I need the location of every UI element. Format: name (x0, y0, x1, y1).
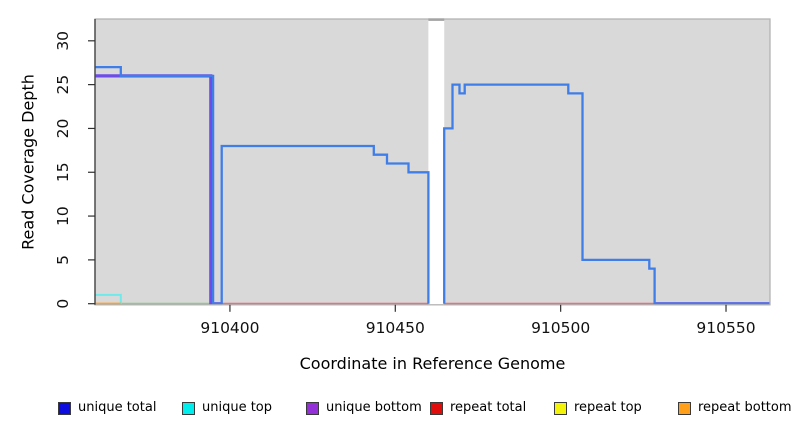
x-axis-title: Coordinate in Reference Genome (299, 354, 566, 373)
legend-item-repeat-total: repeat total (430, 399, 526, 417)
legend-label: unique total (78, 400, 157, 415)
coverage-plot-svg: 910400 910450 910500 910550 0 5 10 15 20 25 30 (54, 18, 771, 337)
plot-panel: 910400 910450 910500 910550 0 5 10 15 20 25 30 (54, 18, 771, 337)
legend-label: repeat bottom (698, 400, 792, 415)
legend-item-unique-bottom: unique bottom (306, 399, 422, 417)
legend-label: repeat total (450, 400, 527, 415)
legend-swatch-unique-total (58, 401, 71, 415)
no-data-band (428, 20, 445, 305)
y-tick-label: 15 (54, 162, 72, 182)
y-tick-label: 30 (54, 31, 72, 51)
legend-item-repeat-bottom: repeat bottom (678, 399, 792, 417)
legend-swatch-unique-top (182, 401, 195, 415)
legend-swatch-unique-bottom (306, 401, 319, 415)
legend-swatch-repeat-total (430, 401, 443, 415)
x-tick-label: 910450 (366, 319, 425, 337)
legend-label: unique top (202, 400, 273, 415)
x-tick-label: 910500 (531, 319, 590, 337)
x-tick-label: 910550 (696, 319, 755, 337)
series-line-unique-total (443, 83, 770, 305)
legend-swatch-repeat-top (554, 401, 567, 415)
legend-label: repeat top (574, 400, 642, 415)
legend-item-repeat-top: repeat top (554, 399, 642, 417)
legend-swatch-repeat-bottom (678, 401, 691, 415)
y-axis-title: Read Coverage Depth (18, 74, 38, 250)
y-tick-label: 0 (54, 299, 72, 309)
series-line-unique-top (95, 293, 122, 304)
y-tick-label: 25 (54, 75, 72, 95)
x-tick-label: 910400 (200, 319, 259, 337)
legend-item-unique-total: unique total (58, 399, 156, 417)
legend-item-unique-top: unique top (182, 399, 272, 417)
legend-label: unique bottom (326, 400, 422, 415)
y-tick-label: 5 (54, 255, 72, 265)
y-tick-label: 10 (54, 206, 72, 226)
y-tick-label: 20 (54, 119, 72, 139)
series-line-unique-total (95, 65, 430, 305)
